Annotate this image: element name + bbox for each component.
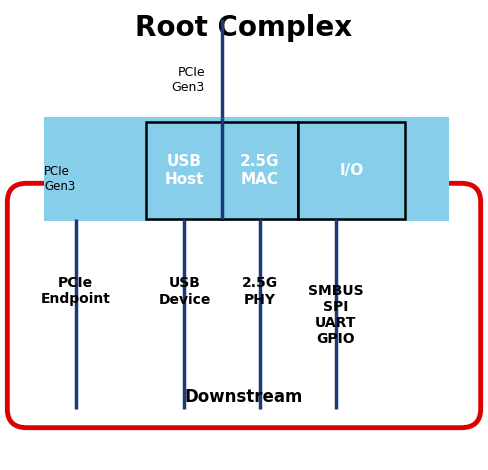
Text: Downstream: Downstream <box>185 388 303 406</box>
Text: 2.5G
PHY: 2.5G PHY <box>242 276 278 306</box>
Text: I/O: I/O <box>339 163 364 178</box>
Text: PCIe
Endpoint: PCIe Endpoint <box>41 276 111 306</box>
Text: USB
Device: USB Device <box>158 276 211 306</box>
FancyBboxPatch shape <box>7 183 481 428</box>
Text: SMBUS
SPI
UART
GPIO: SMBUS SPI UART GPIO <box>308 283 364 346</box>
Text: PCIe
Gen3: PCIe Gen3 <box>172 66 205 94</box>
Bar <box>298 122 405 219</box>
Bar <box>222 122 298 219</box>
Text: Root Complex: Root Complex <box>136 14 352 42</box>
Text: USB
Host: USB Host <box>164 154 204 187</box>
Text: PCIe
Gen3: PCIe Gen3 <box>44 164 75 193</box>
Bar <box>44 118 449 221</box>
Bar <box>146 122 222 219</box>
Text: 2.5G
MAC: 2.5G MAC <box>240 154 280 187</box>
